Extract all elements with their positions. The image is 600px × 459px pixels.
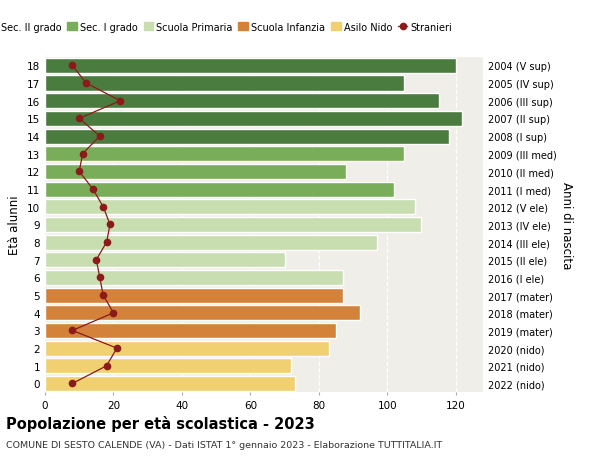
Bar	[45, 182, 394, 197]
Bar	[45, 253, 284, 268]
Bar	[45, 376, 295, 391]
Bar	[45, 358, 292, 374]
Bar	[45, 59, 455, 74]
Bar	[45, 323, 336, 338]
Bar	[45, 164, 346, 179]
Text: COMUNE DI SESTO CALENDE (VA) - Dati ISTAT 1° gennaio 2023 - Elaborazione TUTTITA: COMUNE DI SESTO CALENDE (VA) - Dati ISTA…	[6, 440, 442, 449]
Bar	[45, 129, 449, 144]
Text: Popolazione per età scolastica - 2023: Popolazione per età scolastica - 2023	[6, 415, 315, 431]
Y-axis label: Età alunni: Età alunni	[8, 195, 22, 255]
Bar	[45, 270, 343, 285]
Bar	[45, 147, 404, 162]
Legend: Sec. II grado, Sec. I grado, Scuola Primaria, Scuola Infanzia, Asilo Nido, Stran: Sec. II grado, Sec. I grado, Scuola Prim…	[0, 19, 456, 36]
Bar	[45, 218, 421, 232]
Bar	[45, 288, 343, 303]
Bar	[45, 76, 404, 91]
Bar	[45, 94, 439, 109]
Bar	[45, 341, 329, 356]
Bar	[45, 235, 377, 250]
Bar	[45, 306, 360, 320]
Y-axis label: Anni di nascita: Anni di nascita	[560, 181, 573, 269]
Bar	[45, 112, 463, 127]
Bar	[45, 200, 415, 215]
